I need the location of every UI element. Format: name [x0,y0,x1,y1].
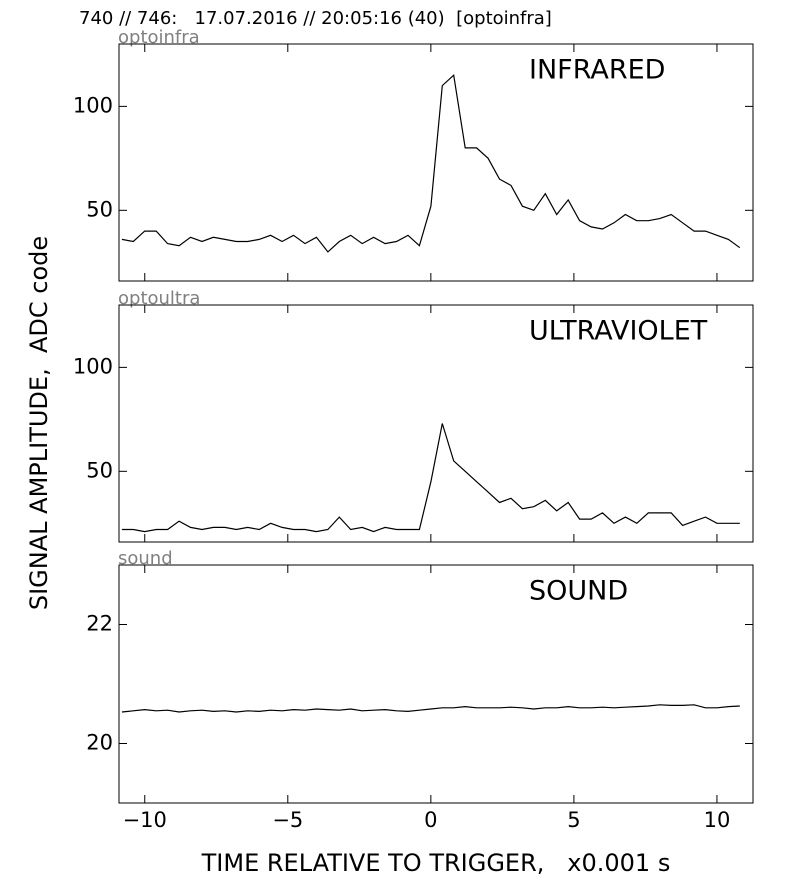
x-axis-label: TIME RELATIVE TO TRIGGER, x0.001 s [201,849,671,877]
data-line [121,74,741,253]
y-axis-label: SIGNAL AMPLITUDE, ADC code [25,236,53,610]
y-tick-label: 100 [73,93,113,117]
panel-subtitle: optoultra [118,288,200,309]
plot-frame [118,304,754,543]
y-tick-label: 50 [86,197,113,221]
figure-title: 740 // 746: 17.07.2016 // 20:05:16 (40) … [79,8,552,29]
y-tick-label: 20 [86,731,113,755]
x-tick-label: −10 [123,808,167,832]
y-tick-label: 100 [73,354,113,378]
y-tick-label: 22 [86,612,113,636]
panel-annotation: ULTRAVIOLET [529,316,708,347]
x-tick-label: 10 [704,808,731,832]
panel-subtitle: optoinfra [118,27,200,48]
data-line [121,704,740,713]
panel-annotation: INFRARED [529,55,665,86]
data-line [121,423,740,533]
y-tick-label: 50 [86,458,113,482]
x-tick-label: 0 [424,808,437,832]
panel-annotation: SOUND [529,576,628,607]
x-tick-label: 5 [567,808,580,832]
plot-frame [118,43,754,282]
x-tick-label: −5 [272,808,303,832]
plot-frame [118,564,754,804]
panel-subtitle: sound [118,548,173,569]
